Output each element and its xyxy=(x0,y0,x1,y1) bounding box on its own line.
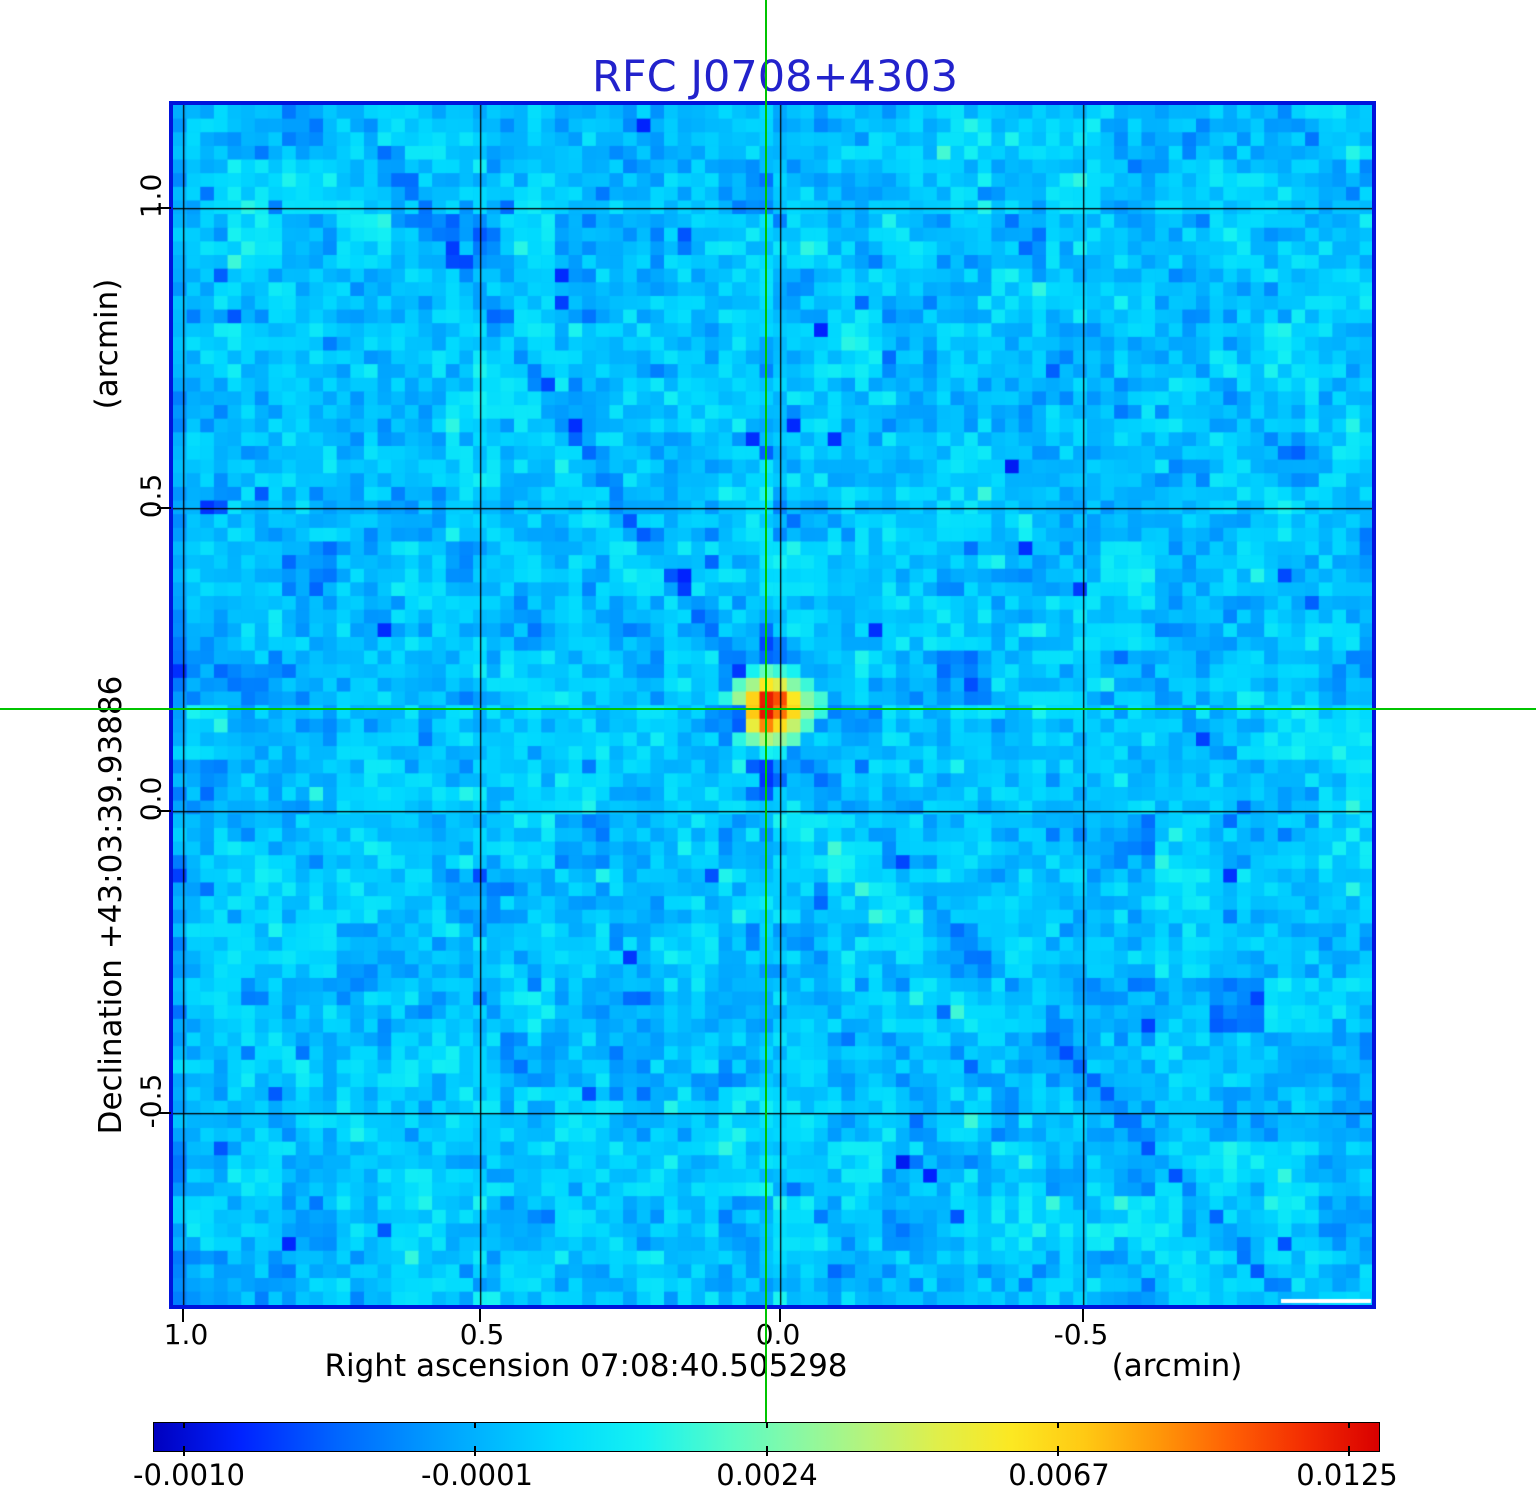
x-tick-label-1: 1.0 xyxy=(163,1318,209,1351)
colorbar-tick-label-5: 0.0125 xyxy=(1296,1458,1398,1492)
y-axis-tick-mark xyxy=(157,507,171,509)
x-tick-label-3: 0.0 xyxy=(755,1318,801,1351)
y-axis-tick-mark xyxy=(157,207,171,209)
colorbar-tick-mark-top xyxy=(1348,1422,1350,1428)
x-axis-tick-mark xyxy=(779,1309,781,1322)
crosshair-vertical-line xyxy=(765,0,767,1422)
colorbar-tick-label-2: -0.0001 xyxy=(421,1458,533,1492)
page-title: RFC J0708+4303 xyxy=(592,52,958,102)
y-tick-label-4: -0.5 xyxy=(134,1073,168,1129)
y-axis-tick-mark xyxy=(157,1112,171,1114)
crosshair-horizontal-line xyxy=(0,708,1536,710)
sky-map-frame xyxy=(169,101,1376,1309)
colorbar-tick-mark-top xyxy=(766,1422,768,1428)
y-tick-label-1: 1.0 xyxy=(134,173,168,219)
colorbar-tick-mark-top xyxy=(474,1422,476,1428)
y-tick-label-2: 0.5 xyxy=(134,473,168,519)
x-axis-tick-mark xyxy=(1082,1309,1084,1322)
colorbar-tick-label-4: 0.0067 xyxy=(1008,1458,1110,1492)
colorbar-tick-mark xyxy=(474,1446,476,1456)
colorbar-tick-label-1: -0.0010 xyxy=(133,1458,245,1492)
x-axis-tick-mark xyxy=(479,1309,481,1322)
x-tick-label-2: 0.5 xyxy=(459,1318,505,1351)
y-axis-unit-label: (arcmin) xyxy=(89,278,125,410)
colorbar-tick-mark-top xyxy=(183,1422,185,1428)
colorbar-tick-mark-top xyxy=(1057,1422,1059,1428)
x-axis-tick-mark xyxy=(182,1309,184,1322)
sky-map-canvas xyxy=(173,105,1372,1305)
colorbar-tick-mark xyxy=(183,1446,185,1456)
y-tick-label-3: 0.0 xyxy=(134,776,168,822)
y-axis-tick-mark xyxy=(157,810,171,812)
colorbar-tick-mark xyxy=(1348,1446,1350,1456)
x-axis-unit-label: (arcmin) xyxy=(1111,1348,1243,1384)
x-axis-title: Right ascension 07:08:40.505298 xyxy=(324,1348,848,1384)
colorbar-tick-mark xyxy=(766,1446,768,1456)
y-axis-title: Declination +43:03:39.93886 xyxy=(93,675,129,1135)
x-tick-label-4: -0.5 xyxy=(1053,1318,1109,1351)
colorbar-tick-label-3: 0.0024 xyxy=(716,1458,818,1492)
colorbar-tick-mark xyxy=(1057,1446,1059,1456)
